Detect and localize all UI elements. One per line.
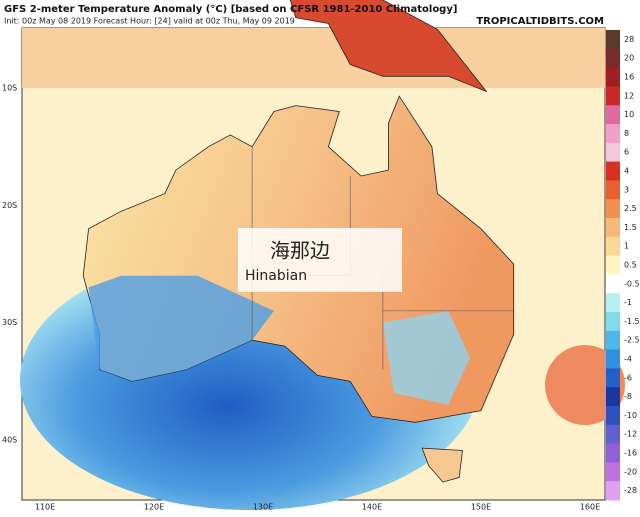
lat-label: 30S <box>2 318 17 327</box>
colorbar-swatch <box>606 274 620 294</box>
colorbar-label: 0.5 <box>624 261 637 270</box>
colorbar-swatch <box>606 105 620 125</box>
colorbar-label: 20 <box>624 54 634 63</box>
colorbar-label: -12 <box>624 430 637 439</box>
colorbar-swatch <box>606 330 620 351</box>
lat-label: 40S <box>2 435 17 444</box>
colorbar-label: -1 <box>624 298 632 307</box>
subtitle: Init: 00z May 08 2019 Forecast Hour: [24… <box>4 17 295 26</box>
colorbar-label: 10 <box>624 110 634 119</box>
colorbar-swatch <box>606 443 620 463</box>
colorbar-swatch <box>606 387 620 407</box>
colorbar-label: -20 <box>624 467 637 476</box>
site-name: TROPICALTIDBITS.COM <box>476 16 604 27</box>
watermark-latin: Hinabian <box>245 268 307 284</box>
colorbar-swatch <box>606 312 620 332</box>
colorbar-label: 1 <box>624 242 629 251</box>
southwest-cold <box>88 275 274 382</box>
colorbar-swatch <box>606 406 620 426</box>
colorbar-swatch <box>606 218 620 238</box>
colorbar-label: -4 <box>624 355 632 364</box>
watermark-box <box>238 228 402 292</box>
colorbar-swatch <box>606 424 620 445</box>
colorbar-swatch <box>606 67 620 87</box>
colorbar-label: 2.5 <box>624 204 637 213</box>
colorbar-label: -10 <box>624 411 637 420</box>
colorbar-label: -6 <box>624 373 632 382</box>
colorbar-label: -16 <box>624 449 637 458</box>
title: GFS 2-meter Temperature Anomaly (°C) [ba… <box>4 4 457 15</box>
new-guinea <box>289 0 488 93</box>
colorbar-swatch <box>606 30 620 50</box>
colorbar-label: -8 <box>624 392 632 401</box>
lat-label: 10S <box>2 84 17 93</box>
colorbar-label: -0.5 <box>624 279 640 288</box>
colorbar-label: 8 <box>624 129 629 138</box>
lon-label: 120E <box>144 503 164 512</box>
colorbar-label: 6 <box>624 148 629 157</box>
colorbar-label: -28 <box>624 486 637 495</box>
colorbar-swatch <box>606 161 620 181</box>
colorbar-swatch <box>606 86 620 106</box>
colorbar-swatch <box>606 481 620 501</box>
colorbar-swatch <box>606 48 620 69</box>
colorbar-label: 3 <box>624 185 629 194</box>
colorbar-swatch <box>606 180 620 200</box>
colorbar-swatch <box>606 199 620 219</box>
tasmania <box>421 447 463 483</box>
colorbar-label: 16 <box>624 73 634 82</box>
southeast-cold <box>382 310 471 405</box>
colorbar-swatch <box>606 124 620 144</box>
colorbar-label: -2.5 <box>624 336 640 345</box>
lon-label: 130E <box>253 503 273 512</box>
lon-label: 110E <box>35 503 55 512</box>
tropical-band <box>22 28 605 88</box>
lat-label: 20S <box>2 201 17 210</box>
colorbar-swatch <box>606 349 620 369</box>
colorbar-swatch <box>606 293 620 313</box>
lon-label: 160E <box>580 503 600 512</box>
colorbar-swatch <box>606 255 620 275</box>
colorbar-swatch <box>606 462 620 482</box>
watermark-chinese: 海那边 <box>270 239 330 263</box>
colorbar-swatch <box>606 236 620 257</box>
colorbar-label: 28 <box>624 35 634 44</box>
warm-anomaly-ocean <box>545 345 625 425</box>
colorbar-swatch <box>606 368 620 388</box>
lon-label: 140E <box>362 503 382 512</box>
lon-label: 150E <box>471 503 491 512</box>
colorbar-label: 4 <box>624 167 629 176</box>
map-layers <box>20 0 625 510</box>
colorbar-label: 12 <box>624 91 634 100</box>
colorbar-label: -1.5 <box>624 317 640 326</box>
colorbar-label: 1.5 <box>624 223 637 232</box>
colorbar-swatch <box>606 142 620 163</box>
